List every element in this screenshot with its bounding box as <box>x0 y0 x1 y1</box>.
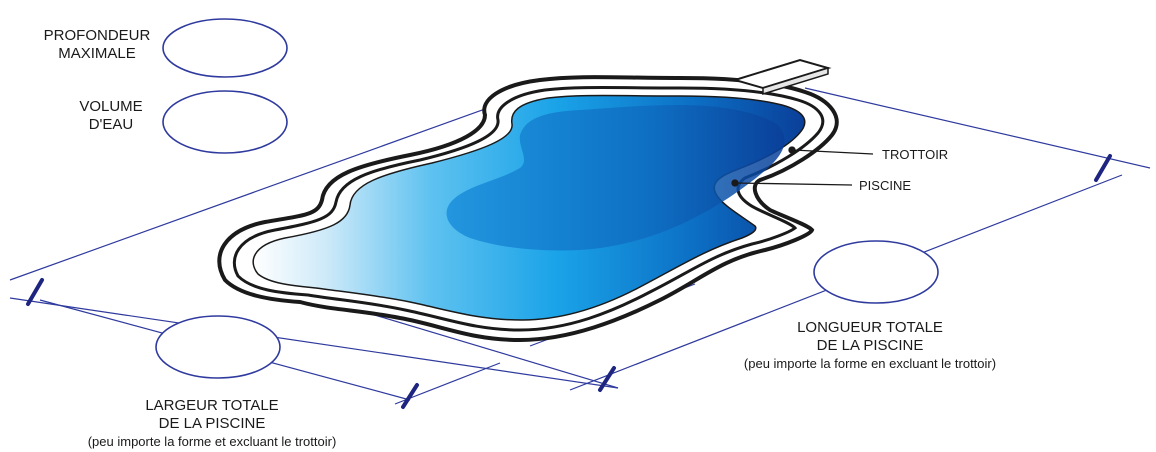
water-volume-label-line1: VOLUME <box>79 98 142 115</box>
deck-inner-outline <box>232 86 825 332</box>
input-ellipses <box>155 18 939 379</box>
total-width-note: (peu importe la forme et excluant le tro… <box>88 434 337 449</box>
diving-board <box>731 58 832 96</box>
max-depth-label-line1: PROFONDEUR <box>44 27 151 44</box>
pool-pointer-line <box>735 182 853 186</box>
tick-bottom-right <box>598 366 616 392</box>
total-width-ellipse[interactable] <box>155 315 281 379</box>
total-width-label-line1: LARGEUR TOTALE <box>145 397 278 414</box>
pool-label: PISCINE <box>859 178 911 193</box>
total-length-note: (peu importe la forme en excluant le tro… <box>744 356 996 371</box>
diving-board-edge <box>762 66 829 96</box>
width-left-line <box>9 297 619 389</box>
max-depth-ellipse[interactable] <box>162 18 288 78</box>
deck-pointer-line <box>792 149 874 155</box>
tick-left <box>26 278 44 306</box>
max-depth-label-line2: MAXIMALE <box>58 45 136 62</box>
water-volume-ellipse[interactable] <box>162 90 288 154</box>
extension-line-3 <box>394 362 501 405</box>
total-length-ellipse[interactable] <box>813 240 939 304</box>
length-top-line <box>9 99 511 281</box>
deck-pointer-dot <box>788 146 796 154</box>
tick-bottom-middle <box>401 383 419 409</box>
total-length-label-line2: DE LA PISCINE <box>817 337 924 354</box>
pool-deep-end <box>446 105 785 251</box>
text-labels: PROFONDEUR MAXIMALE VOLUME D'EAU TROTTOI… <box>44 27 996 449</box>
callout-pointers <box>731 146 874 187</box>
length-right-line <box>804 87 1151 169</box>
water-volume-label-line2: D'EAU <box>89 116 134 133</box>
pool-water <box>252 94 806 321</box>
total-width-label-line2: DE LA PISCINE <box>159 415 266 432</box>
pool-pointer-dot <box>731 179 739 187</box>
total-length-label-line1: LONGUEUR TOTALE <box>797 319 943 336</box>
deck-label: TROTTOIR <box>882 147 948 162</box>
tick-right <box>1094 154 1112 182</box>
dimension-ticks <box>26 154 1112 409</box>
